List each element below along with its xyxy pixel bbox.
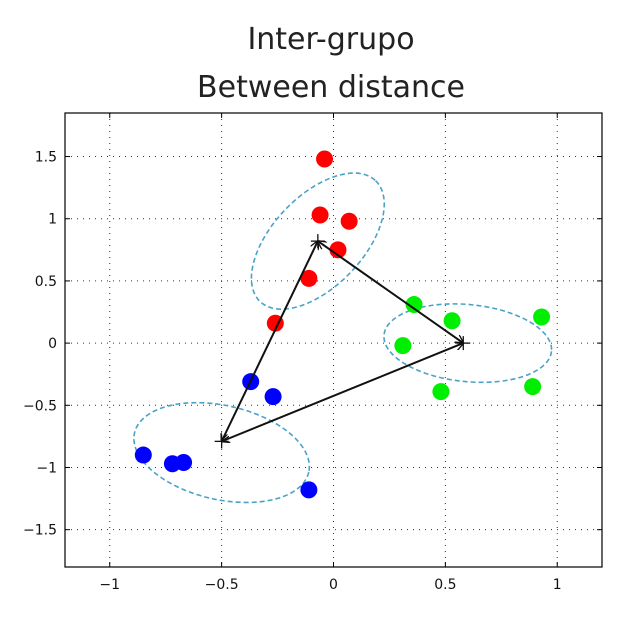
data-point	[311, 206, 329, 224]
data-point	[533, 308, 551, 326]
distance-arrows	[214, 234, 471, 449]
plot-frame	[64, 112, 603, 568]
y-tick-label: 1	[48, 212, 57, 228]
tick-labels: −1 −0.5 0 0.5 1 −1.5 −1 −0.5 0 0.5 1 1.5	[23, 150, 562, 593]
y-tick-label: 1.5	[35, 150, 57, 166]
chart-title-line-2: Between distance	[197, 70, 465, 105]
chart-title-line-1: Inter-grupo	[247, 22, 414, 57]
y-tick-label: −1.5	[23, 523, 57, 539]
data-point	[340, 212, 358, 230]
axis-ticks	[65, 113, 602, 567]
distance-arrow	[222, 241, 318, 441]
data-point	[264, 388, 282, 406]
data-point	[134, 446, 152, 464]
data-point	[524, 378, 542, 396]
y-tick-label: 0	[48, 336, 57, 352]
x-tick-label: −0.5	[205, 577, 239, 593]
data-point	[300, 481, 318, 499]
data-point	[394, 337, 412, 355]
distance-arrow	[318, 241, 463, 343]
x-tick-label: 1	[553, 577, 562, 593]
y-tick-label: −0.5	[23, 398, 57, 414]
x-tick-label: −1	[99, 577, 120, 593]
data-point	[316, 150, 334, 168]
x-tick-label: 0.5	[434, 577, 456, 593]
grid-lines	[65, 113, 602, 567]
data-point	[443, 312, 461, 330]
data-point	[175, 454, 193, 472]
cluster-ellipse	[133, 401, 311, 504]
y-tick-label: −1	[36, 460, 57, 476]
distance-arrow	[222, 343, 464, 441]
data-point	[432, 383, 450, 401]
x-tick-label: 0	[329, 577, 338, 593]
y-tick-label: 0.5	[35, 274, 57, 290]
data-points	[134, 150, 551, 499]
